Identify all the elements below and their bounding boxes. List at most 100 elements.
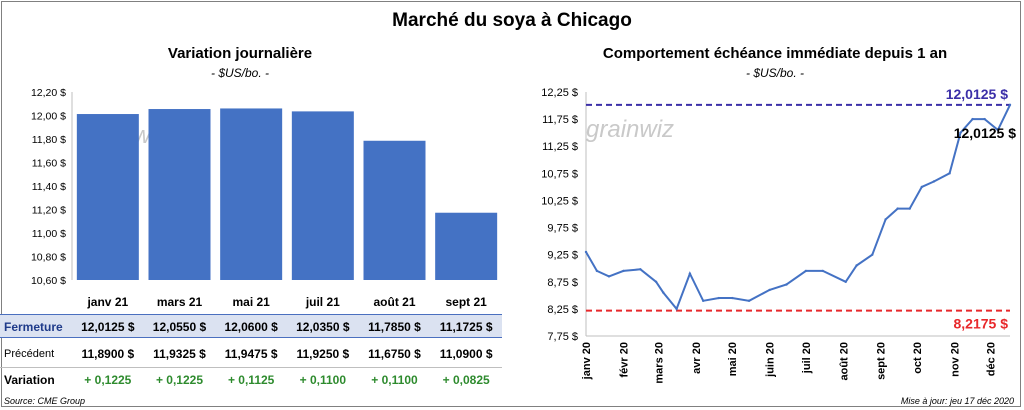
- y-tick-label: 9,75 $: [547, 223, 578, 235]
- prev-cell: 11,9475 $: [224, 347, 278, 361]
- var-cell: + 0,0825: [442, 373, 490, 387]
- var-label: Variation: [4, 373, 55, 387]
- x-tick-label: mai 21: [232, 295, 270, 309]
- bar: [435, 212, 498, 280]
- data-point: [701, 299, 705, 302]
- data-point: [622, 269, 625, 273]
- line-chart: 7,75 $ 8,25 $ 8,75 $ 9,25 $ 9,75 $ 10,25 $ 10,…: [541, 86, 1016, 384]
- data-point: [584, 250, 588, 254]
- y-tick-label: 11,25 $: [542, 141, 578, 153]
- var-cell: + 0,1100: [371, 373, 418, 387]
- y-tick-label: 7,75 $: [547, 331, 578, 343]
- data-point: [884, 218, 887, 221]
- var-cell: + 0,1125: [227, 373, 275, 387]
- x-tick-label: juin 20: [765, 342, 777, 378]
- data-point: [688, 272, 692, 275]
- page-title: Marché du soya à Chicago: [392, 10, 632, 31]
- x-tick-label: févr 20: [618, 342, 630, 377]
- y-tick-label: 11,20 $: [32, 205, 66, 217]
- close-cell: 11,7850 $: [368, 320, 421, 334]
- data-point: [768, 288, 771, 292]
- data-point: [662, 291, 665, 294]
- y-tick-label: 10,75 $: [541, 168, 578, 180]
- close-cell: 12,0550 $: [152, 320, 207, 334]
- watermark-text: grainwiz: [586, 116, 674, 143]
- y-tick-label: 8,75 $: [547, 277, 578, 289]
- close-cell: 12,0125 $: [81, 320, 135, 334]
- close-label: Fermeture: [4, 320, 63, 334]
- x-tick-label: avr 20: [691, 342, 703, 374]
- y-tick-label: 12,25 $: [541, 87, 578, 99]
- data-point: [932, 180, 936, 183]
- source-note: Source: CME Group: [4, 396, 86, 406]
- close-cell: 11,1725 $: [439, 320, 493, 334]
- bar: [291, 111, 354, 280]
- close-cell: 12,0600 $: [224, 320, 278, 334]
- data-point: [654, 280, 658, 283]
- y-tick-label: 11,00 $: [32, 228, 66, 240]
- right-subtitle: Comportement échéance immédiate depuis 1…: [602, 45, 948, 62]
- x-tick-label: mai 20: [727, 342, 739, 376]
- y-tick-label: 11,40 $: [32, 181, 66, 193]
- bar: [363, 140, 426, 280]
- y-tick-label: 9,25 $: [547, 250, 578, 262]
- data-point: [1008, 103, 1012, 107]
- bar-chart: 10,60 $ 10,80 $ 11,00 $ 11,20 $ 11,40 $ 11,60…: [31, 87, 498, 309]
- x-tick-label: nov 20: [949, 342, 961, 377]
- x-tick-label: août 21: [373, 295, 415, 309]
- right-unit: - $US/bo. -: [745, 66, 805, 80]
- data-point: [607, 275, 611, 278]
- prev-cell: 11,9325 $: [153, 347, 206, 361]
- left-subtitle: Variation journalière: [167, 45, 313, 62]
- bar: [220, 108, 283, 280]
- x-tick-label: mars 20: [653, 342, 665, 384]
- close-cell: 12,0350 $: [296, 320, 350, 334]
- y-tick-label: 10,80 $: [31, 252, 66, 264]
- data-point: [971, 117, 974, 121]
- x-tick-label: juil 21: [305, 295, 340, 309]
- y-tick-label: 11,60 $: [32, 158, 66, 170]
- label-low: 8,2175 $: [954, 316, 1009, 332]
- data-point: [920, 185, 924, 189]
- bar: [148, 109, 211, 280]
- data-point: [896, 207, 899, 210]
- data-point: [855, 264, 858, 267]
- data-point: [675, 307, 678, 311]
- update-note: Mise à jour: jeu 17 déc 2020: [900, 396, 1014, 406]
- y-tick-label: 11,75 $: [542, 114, 578, 126]
- x-tick-label: mars 21: [157, 295, 203, 309]
- x-tick-label: janv 20: [581, 342, 593, 380]
- table-row-prev: Précédent 11,8900 $ 11,9325 $ 11,9475 $ 11,…: [0, 342, 502, 366]
- data-point: [871, 253, 874, 256]
- data-point: [996, 128, 1000, 132]
- bar: [76, 114, 139, 280]
- data-point: [639, 268, 642, 271]
- data-point: [908, 207, 911, 210]
- var-cell: + 0,1225: [155, 373, 203, 387]
- data-point: [959, 131, 962, 134]
- data-point: [595, 269, 599, 273]
- data-point: [785, 283, 788, 286]
- data-point: [948, 172, 951, 175]
- x-tick-label: sept 21: [445, 295, 487, 309]
- y-tick-label: 10,60 $: [31, 275, 66, 287]
- prev-cell: 11,8900 $: [81, 347, 135, 361]
- prev-cell: 11,9250 $: [296, 347, 350, 361]
- y-tick-label: 10,25 $: [541, 195, 578, 207]
- prev-cell: 11,6750 $: [368, 347, 421, 361]
- label-high: 12,0125 $: [946, 86, 1008, 102]
- x-tick-label: août 20: [838, 342, 850, 381]
- data-point: [844, 280, 847, 283]
- x-tick-label: janv 21: [86, 295, 128, 309]
- table-row-var: Variation + 0,1225 + 0,1225 + 0,1125 + 0,11…: [0, 368, 502, 392]
- var-cell: + 0,1100: [299, 373, 347, 387]
- x-tick-label: déc 20: [986, 342, 998, 376]
- data-point: [747, 299, 751, 302]
- data-point: [717, 296, 721, 300]
- data-point: [730, 296, 734, 300]
- data-point: [821, 269, 824, 273]
- var-cell: + 0,1225: [84, 373, 132, 387]
- x-tick-label: oct 20: [912, 342, 924, 374]
- y-tick-label: 12,00 $: [31, 111, 66, 123]
